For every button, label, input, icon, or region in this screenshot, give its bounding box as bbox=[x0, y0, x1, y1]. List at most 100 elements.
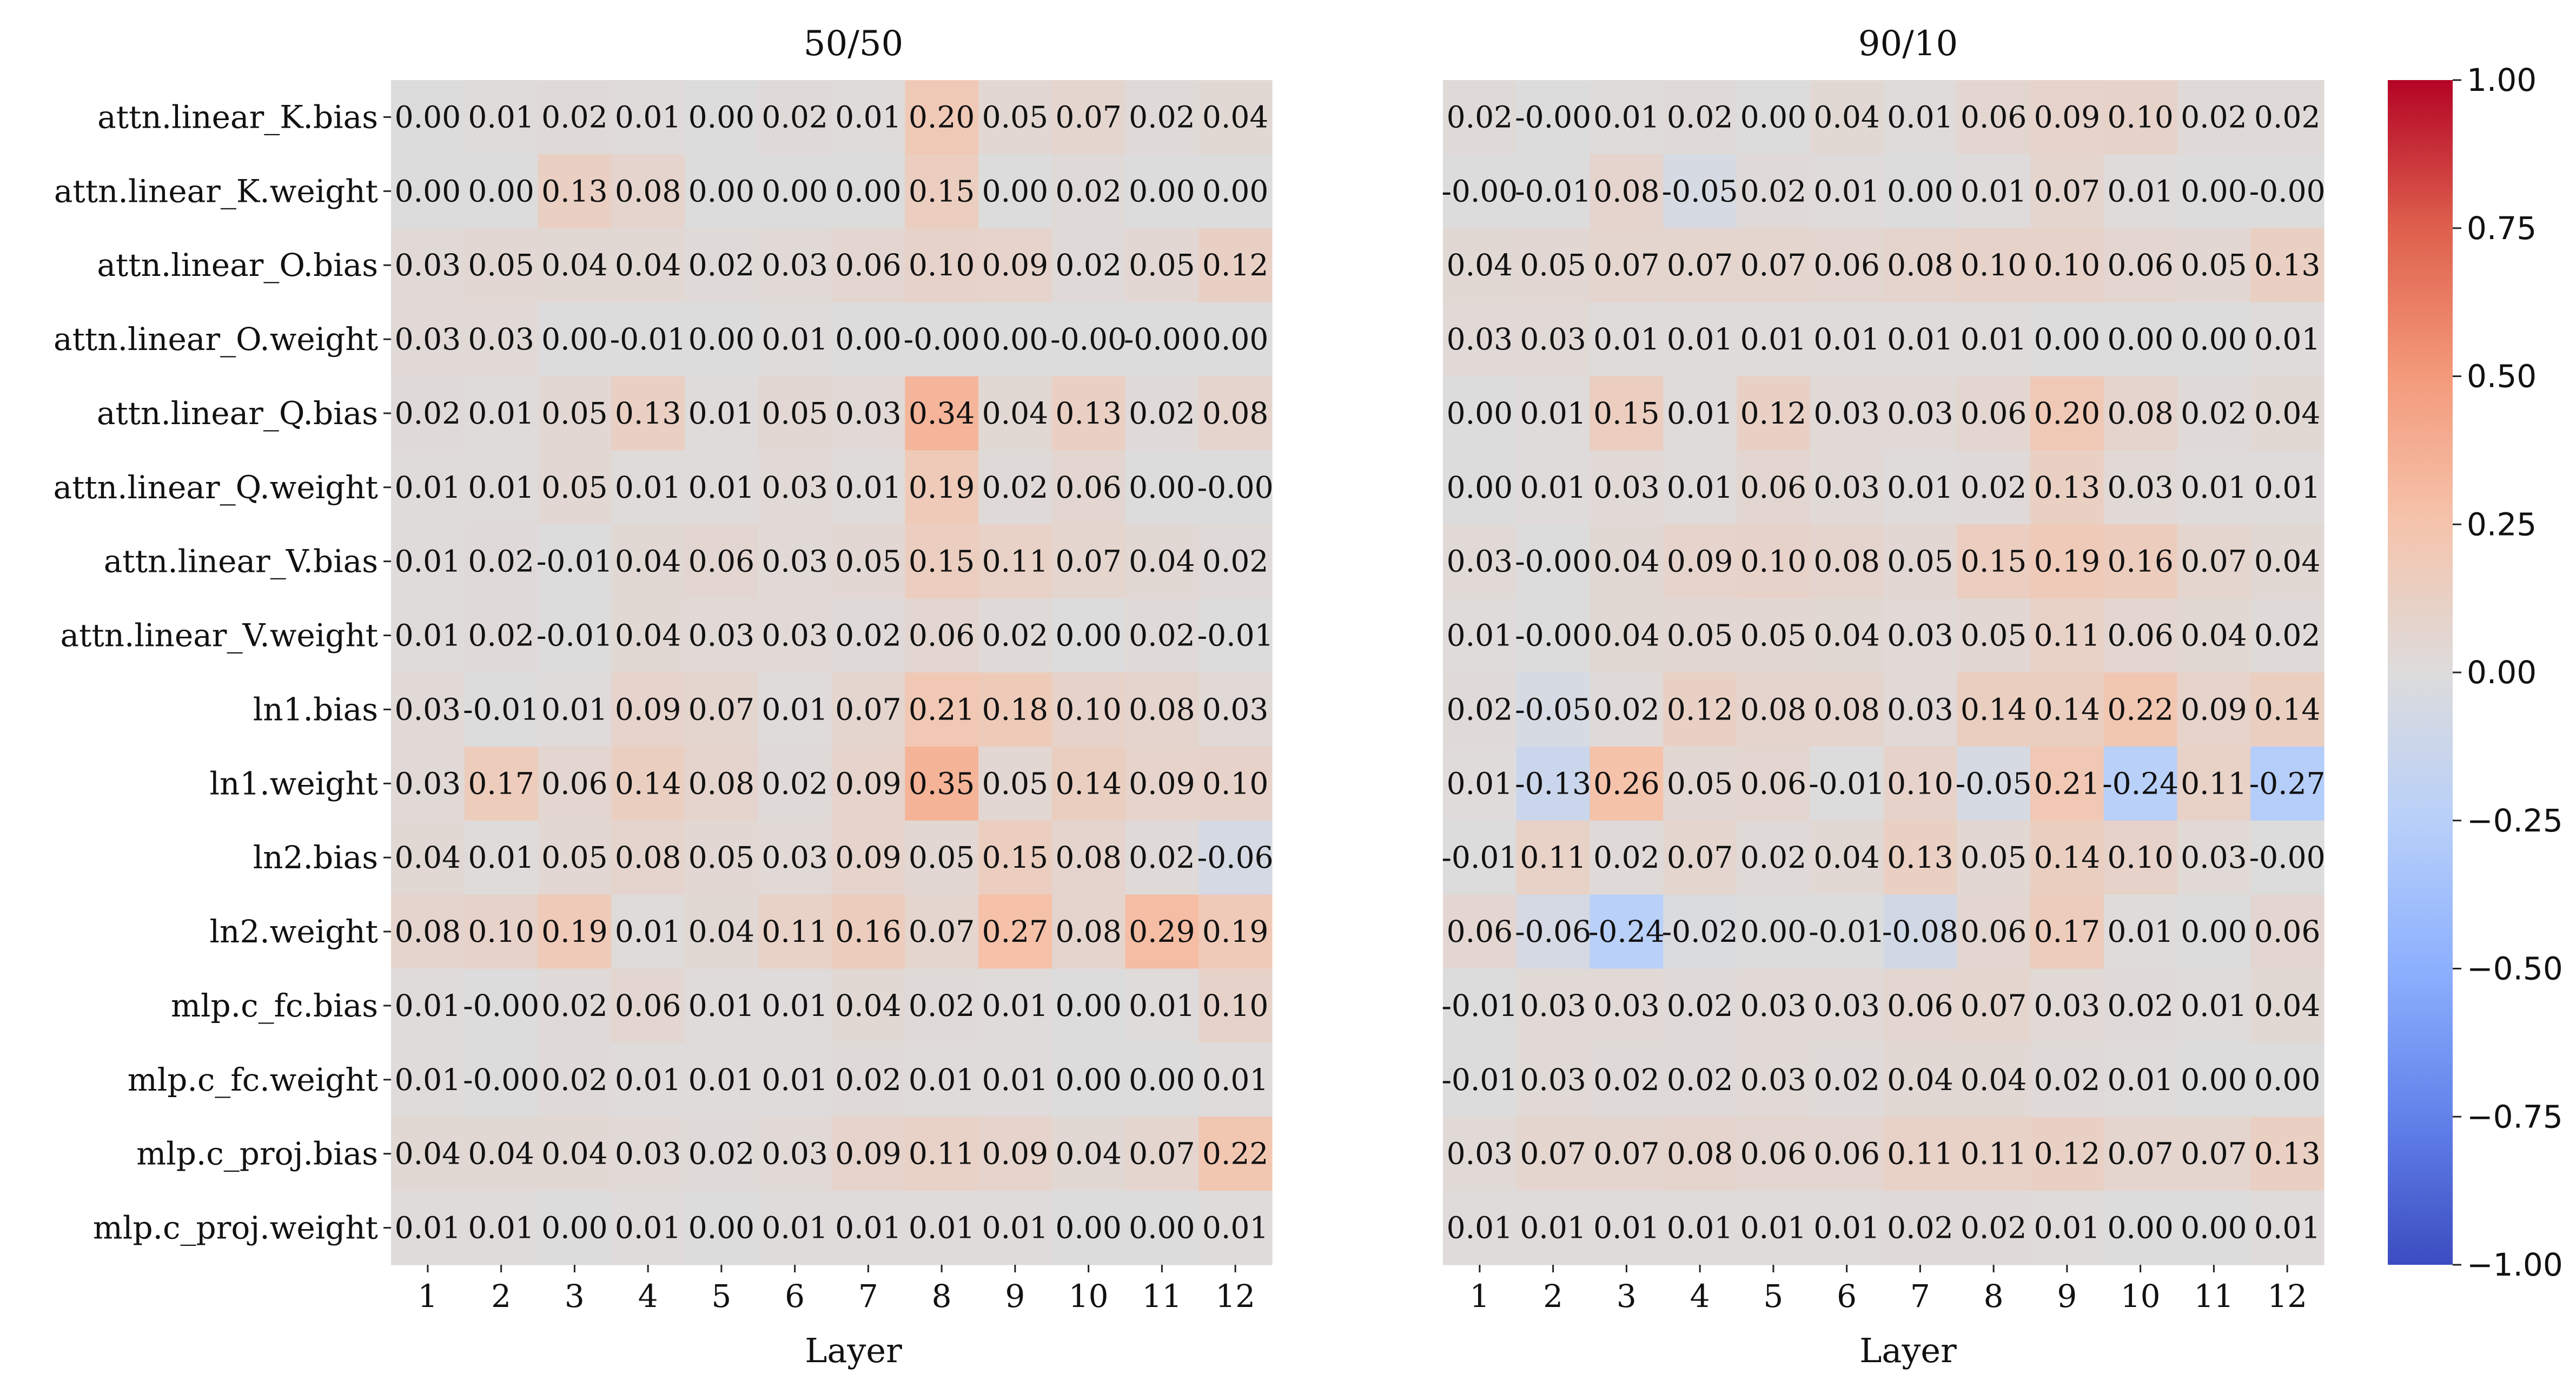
cell-value-label: 0.01 bbox=[1667, 1211, 1733, 1245]
heatmap-cell bbox=[611, 1117, 685, 1191]
heatmap-cell bbox=[685, 376, 759, 451]
x-tick-labels-left: 1 2 3 4 5 6 7 8 9 10 11 12 bbox=[418, 1265, 1255, 1315]
heatmap-cell bbox=[2250, 1042, 2325, 1117]
cell-value-label: 0.03 bbox=[688, 618, 754, 653]
cell-value-label: 0.00 bbox=[2034, 322, 2100, 356]
chart-title-left: 50/50 bbox=[804, 24, 903, 64]
cell-value-label: 0.06 bbox=[835, 248, 901, 282]
cell-value-label: 0.00 bbox=[1129, 174, 1195, 208]
heatmap-cell bbox=[1663, 820, 1737, 895]
heatmap-cell bbox=[1443, 746, 1517, 821]
heatmap-cell bbox=[2177, 746, 2251, 821]
heatmap-cell bbox=[1737, 302, 1811, 377]
cell-value-label: 0.03 bbox=[1520, 322, 1586, 356]
heatmap-cell bbox=[391, 820, 465, 895]
heatmap-cell bbox=[391, 598, 465, 673]
heatmap-cell bbox=[2250, 894, 2325, 969]
heatmap-cell bbox=[1198, 598, 1273, 673]
heatmap-cell bbox=[758, 376, 832, 451]
heatmap-cell bbox=[1737, 376, 1811, 451]
cell-value-label: 0.03 bbox=[1593, 470, 1659, 505]
heatmap-cell bbox=[758, 80, 832, 155]
cell-value-label: 0.07 bbox=[2181, 1137, 2247, 1171]
colorbar-tick-label: −0.50 bbox=[2467, 950, 2563, 987]
heatmap-cell bbox=[464, 154, 539, 229]
heatmap-cell bbox=[1810, 524, 1884, 599]
colorbar-tick-label: 0.50 bbox=[2467, 358, 2537, 395]
colorbar-gradient bbox=[2388, 80, 2453, 1265]
cell-value-label: 0.01 bbox=[909, 1062, 975, 1097]
cell-value-label: 0.06 bbox=[1813, 1137, 1879, 1171]
heatmap-cell bbox=[2103, 80, 2178, 155]
cell-value-label: 0.01 bbox=[1593, 100, 1659, 134]
heatmap-cell bbox=[2030, 450, 2104, 525]
heatmap-cell bbox=[464, 376, 539, 451]
heatmap-cell bbox=[611, 154, 685, 229]
cell-value-label: 0.02 bbox=[395, 396, 461, 431]
x-tick-label: 12 bbox=[1215, 1278, 1255, 1315]
cell-value-label: -0.01 bbox=[1441, 1062, 1518, 1097]
cell-value-label: 0.01 bbox=[2034, 1211, 2100, 1245]
cell-value-label: 0.02 bbox=[1055, 248, 1121, 282]
cell-value-label: 0.05 bbox=[1129, 248, 1195, 282]
x-tick-labels-right: 1 2 3 4 5 6 7 8 9 10 11 12 bbox=[1469, 1265, 2307, 1315]
heatmap-cell bbox=[905, 894, 979, 969]
heatmap-cell bbox=[2103, 302, 2178, 377]
heatmap-cell bbox=[1590, 1117, 1664, 1191]
cell-value-label: 0.06 bbox=[909, 618, 975, 653]
heatmap-cell bbox=[758, 524, 832, 599]
cell-value-label: 0.02 bbox=[1129, 100, 1195, 134]
heatmap-cell bbox=[1883, 820, 1957, 895]
heatmap-cell bbox=[1810, 894, 1884, 969]
cell-value-label: 0.02 bbox=[1593, 840, 1659, 875]
cell-value-label: 0.02 bbox=[1667, 1062, 1733, 1097]
heatmap-cell bbox=[758, 746, 832, 821]
cell-value-label: 0.02 bbox=[761, 100, 827, 134]
cell-value-label: 0.11 bbox=[2181, 766, 2247, 801]
cell-value-label: 0.13 bbox=[2034, 470, 2100, 505]
heatmap-cell bbox=[2030, 302, 2104, 377]
heatmap-cell bbox=[1957, 894, 2031, 969]
heatmap-left: 50/50 0.00 0.01 0.02 0.01 0.00 0.02 0.01 0.20 0.… bbox=[54, 24, 1274, 1370]
cell-value-label: 0.19 bbox=[1202, 914, 1268, 949]
heatmap-cell bbox=[831, 376, 905, 451]
heatmap-cell bbox=[464, 820, 539, 895]
heatmap-cell bbox=[1957, 672, 2031, 747]
cell-value-label: 0.02 bbox=[541, 1062, 607, 1097]
cell-value-label: 0.07 bbox=[1667, 248, 1733, 282]
cell-value-label: 0.02 bbox=[982, 470, 1048, 505]
heatmap-cell bbox=[685, 524, 759, 599]
cell-value-label: 0.01 bbox=[541, 692, 607, 727]
cell-value-label: 0.00 bbox=[1447, 470, 1513, 505]
cell-value-label: 0.04 bbox=[1813, 618, 1879, 653]
heatmap-cell bbox=[2250, 80, 2325, 155]
heatmap-cell bbox=[1051, 1042, 1126, 1117]
cell-value-label: -0.01 bbox=[1809, 914, 1885, 949]
cell-value-label: 0.05 bbox=[909, 840, 975, 875]
heatmap-cell bbox=[611, 302, 685, 377]
cell-value-label: 0.02 bbox=[1129, 840, 1195, 875]
heatmap-cell bbox=[2030, 746, 2104, 821]
cell-value-label: 0.07 bbox=[1520, 1137, 1586, 1171]
cell-value-label: 0.10 bbox=[1740, 544, 1806, 579]
cell-value-label: 0.03 bbox=[1887, 618, 1953, 653]
heatmap-cell bbox=[1516, 894, 1591, 969]
heatmap-cell bbox=[1198, 746, 1273, 821]
cell-value-label: 0.08 bbox=[1667, 1137, 1733, 1171]
cell-value-label: 0.02 bbox=[1667, 100, 1733, 134]
cell-value-label: 0.07 bbox=[1055, 100, 1121, 134]
heatmap-cell bbox=[1737, 450, 1811, 525]
heatmap-cell bbox=[391, 968, 465, 1043]
heatmap-cell bbox=[2103, 746, 2178, 821]
cell-value-label: 0.21 bbox=[2034, 766, 2100, 801]
heatmap-cell bbox=[1810, 820, 1884, 895]
heatmap-cell bbox=[1737, 968, 1811, 1043]
heatmap-cell bbox=[1590, 524, 1664, 599]
cell-value-label: 0.04 bbox=[615, 248, 681, 282]
heatmap-cell bbox=[538, 1042, 612, 1117]
cell-value-label: 0.06 bbox=[541, 766, 607, 801]
cell-value-label: 0.10 bbox=[1887, 766, 1953, 801]
heatmap-cell bbox=[464, 672, 539, 747]
cell-value-label: 0.01 bbox=[468, 396, 534, 431]
cell-value-label: 0.01 bbox=[688, 988, 754, 1023]
